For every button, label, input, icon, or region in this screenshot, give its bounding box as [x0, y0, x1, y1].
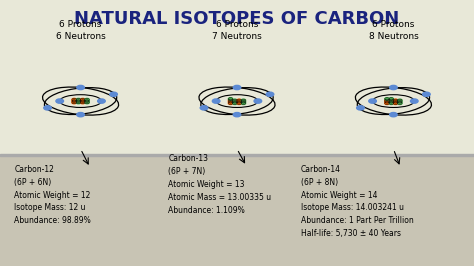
Circle shape — [356, 106, 364, 110]
Circle shape — [385, 101, 389, 103]
Circle shape — [389, 102, 393, 105]
Circle shape — [393, 102, 398, 105]
Circle shape — [393, 101, 398, 103]
Circle shape — [389, 101, 393, 103]
Circle shape — [233, 101, 237, 103]
Circle shape — [212, 99, 220, 103]
Circle shape — [228, 102, 233, 105]
Text: 6 Protons
8 Neutrons: 6 Protons 8 Neutrons — [369, 20, 418, 41]
Circle shape — [56, 99, 64, 103]
Circle shape — [393, 99, 398, 102]
Circle shape — [241, 99, 246, 102]
Circle shape — [76, 101, 81, 104]
Circle shape — [200, 106, 208, 110]
Circle shape — [233, 102, 237, 105]
Circle shape — [81, 101, 85, 104]
Circle shape — [423, 92, 430, 97]
Circle shape — [228, 98, 233, 100]
Circle shape — [233, 85, 241, 90]
Text: Carbon-13
(6P + 7N)
Atomic Weight = 13
Atomic Mass = 13.00335 u
Abundance: 1.109: Carbon-13 (6P + 7N) Atomic Weight = 13 A… — [168, 154, 272, 215]
Text: NATURAL ISOTOPES OF CARBON: NATURAL ISOTOPES OF CARBON — [74, 10, 400, 28]
Text: Carbon-14
(6P + 8N)
Atomic Weight = 14
Isotope Mass: 14.003241 u
Abundance: 1 Pa: Carbon-14 (6P + 8N) Atomic Weight = 14 I… — [301, 165, 414, 238]
Circle shape — [44, 106, 51, 110]
Circle shape — [398, 99, 402, 102]
Text: 6 Protons
7 Neutrons: 6 Protons 7 Neutrons — [212, 20, 262, 41]
Circle shape — [72, 100, 76, 102]
Circle shape — [398, 101, 402, 103]
Circle shape — [76, 100, 81, 102]
Circle shape — [389, 99, 393, 102]
Circle shape — [85, 98, 89, 101]
Circle shape — [76, 98, 81, 101]
Circle shape — [369, 99, 376, 103]
Circle shape — [228, 101, 233, 103]
Circle shape — [233, 99, 237, 102]
Circle shape — [228, 99, 233, 102]
Circle shape — [390, 85, 397, 90]
Bar — [0, 154, 474, 156]
Bar — [0, 154, 474, 266]
Circle shape — [81, 100, 85, 102]
Circle shape — [98, 99, 105, 103]
Circle shape — [241, 101, 246, 103]
Circle shape — [398, 102, 402, 105]
Circle shape — [390, 113, 397, 117]
Text: 6 Protons
6 Neutrons: 6 Protons 6 Neutrons — [56, 20, 105, 41]
Circle shape — [385, 99, 389, 102]
Circle shape — [237, 101, 241, 103]
Circle shape — [237, 99, 241, 102]
Circle shape — [410, 99, 418, 103]
Circle shape — [110, 92, 118, 97]
Circle shape — [77, 113, 84, 117]
Circle shape — [241, 102, 246, 105]
Circle shape — [81, 98, 85, 101]
Circle shape — [266, 92, 274, 97]
Circle shape — [72, 101, 76, 104]
Circle shape — [254, 99, 262, 103]
Circle shape — [85, 100, 89, 102]
Circle shape — [85, 101, 89, 104]
Circle shape — [237, 102, 241, 105]
Circle shape — [72, 98, 76, 101]
Circle shape — [385, 98, 389, 100]
Text: Carbon-12
(6P + 6N)
Atomic Weight = 12
Isotope Mass: 12 u
Abundance: 98.89%: Carbon-12 (6P + 6N) Atomic Weight = 12 I… — [14, 165, 91, 225]
Circle shape — [385, 102, 389, 105]
Circle shape — [389, 98, 393, 100]
Circle shape — [77, 85, 84, 90]
Circle shape — [233, 113, 241, 117]
Bar — [0, 0, 474, 154]
